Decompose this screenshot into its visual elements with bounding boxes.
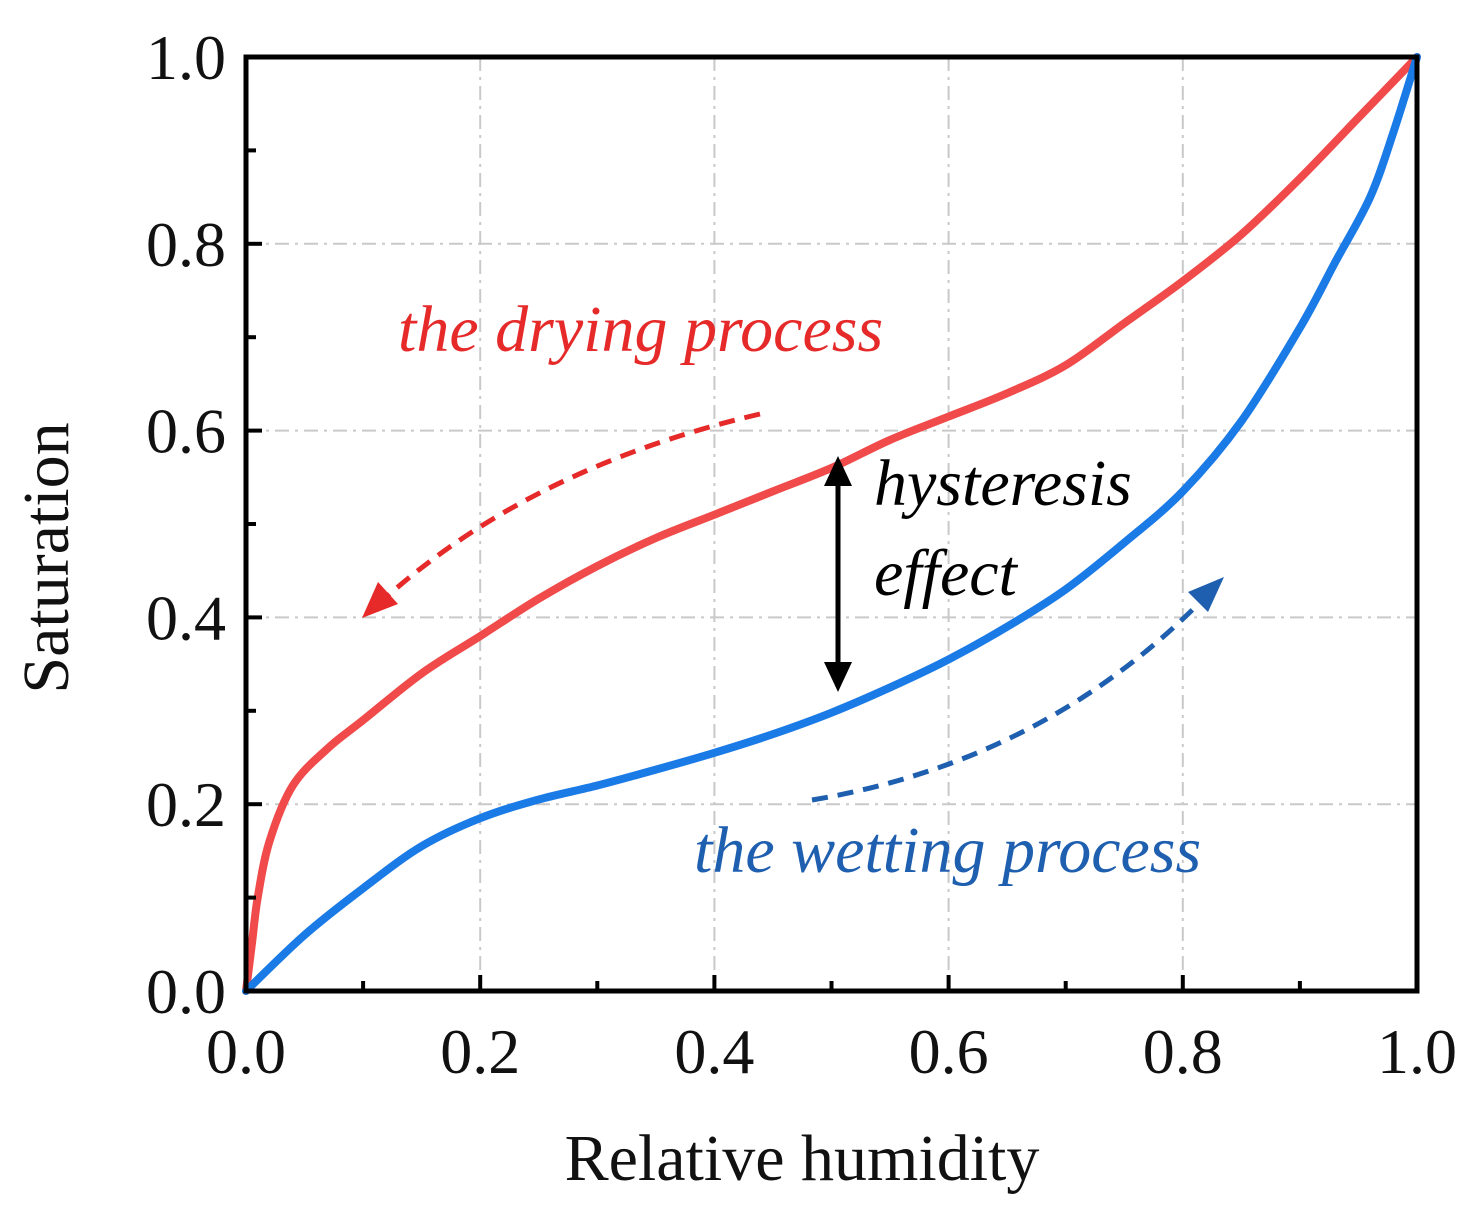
x-tick-label: 0.0: [206, 1016, 286, 1087]
y-tick-label: 0.4: [146, 582, 226, 653]
y-tick-label: 0.6: [146, 396, 226, 467]
drying-direction-arrow: [368, 411, 761, 614]
curves: [242, 53, 1421, 995]
x-tick-label: 0.2: [440, 1016, 520, 1087]
y-tick-label: 1.0: [146, 22, 226, 93]
drying-curve: [242, 53, 1421, 995]
grid-lines: [246, 57, 1417, 991]
axes: 0.0 0.2 0.4 0.6 0.8 1.0 0.0 0.2 0.4 0.6 0.8 1.0: [146, 22, 1457, 1087]
y-tick-label: 0.8: [146, 209, 226, 280]
y-tick-label: 0.2: [146, 769, 226, 840]
wetting-arrowhead: [1188, 577, 1224, 612]
x-tick-label: 1.0: [1377, 1016, 1457, 1087]
hysteresis-label-line1: hysteresis: [874, 447, 1132, 520]
hysteresis-arrowhead-down: [824, 662, 852, 692]
x-tick-label: 0.4: [674, 1016, 754, 1087]
drying-arrowhead: [362, 582, 398, 618]
drying-process-label: the drying process: [398, 293, 883, 366]
x-tick-label: 0.8: [1143, 1016, 1223, 1087]
hysteresis-arrowhead-up: [824, 456, 852, 486]
wetting-curve: [242, 53, 1421, 995]
wetting-process-label: the wetting process: [694, 814, 1201, 887]
hysteresis-label-line2: effect: [874, 537, 1019, 610]
x-tick-label: 0.6: [909, 1016, 989, 1087]
x-axis-title: Relative humidity: [565, 1122, 1040, 1195]
y-axis-title: Saturation: [10, 422, 83, 693]
y-tick-label: 0.0: [146, 956, 226, 1027]
wetting-direction-arrow: [811, 588, 1214, 803]
